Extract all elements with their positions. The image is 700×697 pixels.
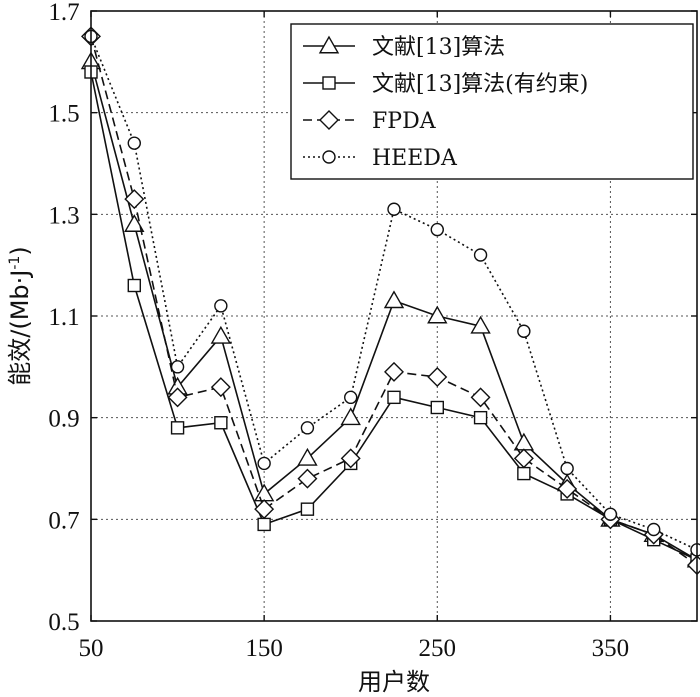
data-point-circle (387, 202, 401, 216)
data-point-square (170, 421, 185, 435)
data-point-diamond (254, 499, 275, 520)
legend-marker-square (322, 76, 336, 90)
data-point-circle (647, 522, 661, 537)
data-point-triangle (253, 483, 275, 502)
legend-marker-diamond (319, 110, 339, 130)
y-tick-label: 1.1 (48, 304, 79, 331)
legend-label: 文献[13]算法 (372, 35, 505, 60)
data-point-circle (517, 324, 531, 338)
legend-box (290, 23, 694, 180)
data-point-triangle (383, 290, 405, 309)
x-tick-label: 50 (79, 635, 104, 662)
y-axis-title-close: ) (6, 246, 34, 255)
x-tick-label: 150 (245, 635, 283, 662)
data-point-square (517, 466, 531, 481)
data-point-diamond (687, 555, 700, 576)
data-point-diamond (513, 448, 534, 469)
data-point-square (473, 410, 488, 425)
x-tick-label: 250 (419, 635, 457, 662)
data-point-diamond (470, 387, 491, 408)
data-point-diamond (210, 377, 231, 398)
data-point-triangle (513, 432, 535, 451)
data-point-diamond (167, 387, 188, 408)
data-point-circle (690, 543, 700, 557)
legend-label: 文献[13]算法(有约束) (372, 72, 588, 97)
y-tick-label: 1.3 (48, 202, 79, 229)
data-point-triangle (297, 447, 318, 466)
series-group (80, 26, 700, 576)
x-tick-label: 350 (592, 635, 630, 662)
data-point-triangle (340, 407, 361, 426)
data-point-circle (214, 299, 228, 313)
data-point-diamond (427, 367, 448, 387)
data-point-circle (560, 461, 574, 476)
data-point-diamond (384, 361, 404, 382)
data-point-triangle (124, 214, 145, 232)
data-point-square (127, 278, 141, 293)
data-point-square (257, 517, 271, 532)
data-point-square (300, 502, 315, 516)
data-point-triangle (427, 305, 448, 324)
data-point-square (430, 400, 444, 415)
y-tick-label: 1.7 (48, 0, 79, 26)
data-point-square (214, 416, 228, 430)
y-axis-title: 能效/(Mb·J-1) (6, 246, 34, 385)
y-tick-label: 0.7 (48, 507, 79, 534)
data-point-diamond (124, 189, 145, 210)
data-point-circle (603, 507, 618, 521)
legend-marker-triangle (318, 35, 340, 54)
data-point-square (387, 390, 401, 405)
y-axis-title-main: 能效/(Mb·J (6, 270, 34, 386)
data-point-triangle (210, 325, 232, 344)
x-axis-title: 用户数 (358, 668, 430, 696)
tick-labels: 0.5 0.7 0.9 1.1 1.3 1.5 1.7 50 150 250 350 (48, 0, 697, 662)
y-tick-label: 1.5 (48, 101, 79, 128)
data-point-diamond (557, 478, 578, 499)
data-point-circle (127, 136, 141, 150)
data-point-circle (300, 421, 315, 435)
legend-label: FPDA (372, 109, 437, 134)
legend-marker-circle (322, 150, 336, 164)
data-point-circle (257, 456, 271, 471)
series-diamond (81, 26, 700, 576)
data-point-diamond (297, 468, 318, 489)
data-point-diamond (340, 448, 361, 469)
data-point-circle (344, 390, 358, 405)
data-point-circle (473, 248, 488, 262)
y-tick-label: 0.5 (48, 609, 79, 636)
y-tick-label: 0.9 (48, 406, 79, 433)
data-point-circle (430, 222, 444, 237)
y-axis-title-superscript: -1 (7, 256, 23, 270)
data-point-triangle (470, 315, 491, 334)
legend-label: HEEDA (372, 146, 458, 171)
data-point-circle (170, 360, 185, 374)
